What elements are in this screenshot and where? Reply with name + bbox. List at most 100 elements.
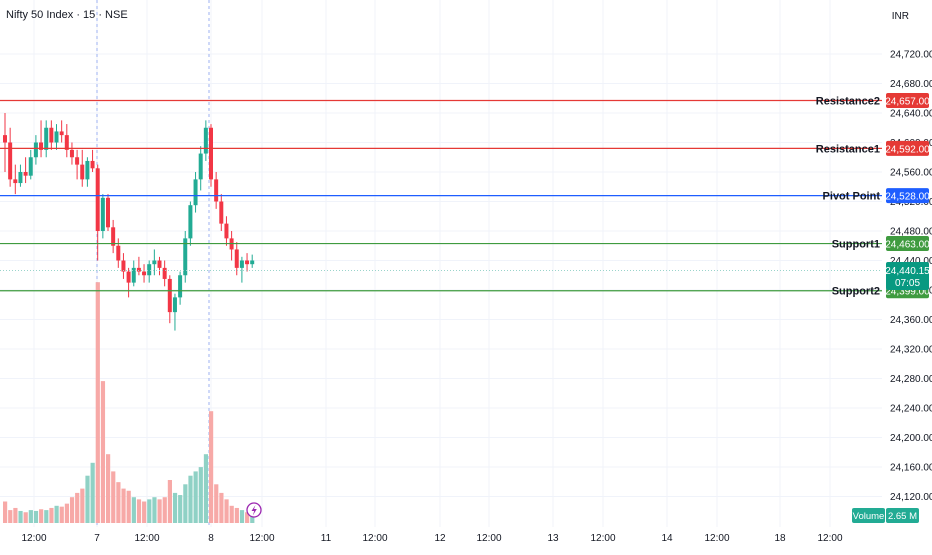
level-name-label: Support2 [832, 286, 880, 298]
volume-bar [126, 490, 131, 523]
candle [239, 260, 244, 268]
volume-bar [183, 484, 188, 523]
volume-bar [250, 514, 255, 523]
price-tick-label: 24,640.00 [890, 109, 932, 120]
candle [90, 160, 95, 169]
time-tick-label: 13 [547, 533, 559, 544]
candle [121, 260, 126, 272]
candle [209, 127, 213, 180]
price-tick-label: 24,360.00 [890, 315, 932, 326]
volume-bar [121, 488, 126, 523]
level-price-badge [886, 236, 929, 252]
candle [13, 179, 18, 184]
volume-bar [54, 505, 59, 523]
volume-bar [59, 506, 64, 523]
time-tick-label: 18 [774, 533, 786, 544]
currency-label[interactable]: INR [891, 11, 909, 22]
price-tick-label: 24,240.00 [890, 404, 932, 415]
price-tick-label: 24,680.00 [890, 79, 932, 90]
volume-bar [13, 507, 18, 523]
volume-bar [142, 501, 147, 523]
level-price-label: 24,528.00 [885, 192, 930, 203]
candle [162, 267, 167, 279]
volume-bar [162, 497, 167, 523]
time-tick-label: 12:00 [476, 533, 501, 544]
volume-bar [44, 510, 49, 523]
candle [219, 201, 224, 224]
candle [245, 260, 250, 265]
level-name-label: Resistance1 [816, 143, 880, 155]
volume-bar [106, 454, 111, 523]
price-tick-label: 24,200.00 [890, 433, 932, 444]
volume-bar [116, 482, 121, 523]
candle [178, 275, 183, 298]
candle [23, 172, 28, 176]
candle [193, 179, 198, 206]
volume-bar [157, 499, 162, 523]
price-tick-label: 24,440.00 [890, 256, 932, 267]
candle [8, 142, 13, 180]
level-price-badge [886, 92, 929, 108]
level-price-label: 24,463.00 [885, 240, 930, 251]
candle [75, 157, 80, 165]
volume-bar [75, 492, 80, 523]
volume-bar [80, 488, 85, 523]
candle [142, 271, 147, 276]
volume-bar [245, 512, 250, 523]
volume-bar [219, 492, 224, 523]
symbol-title[interactable]: Nifty 50 Index · 15 · NSE [6, 9, 128, 21]
volume-bar [85, 475, 90, 523]
volume-bar [209, 411, 214, 523]
time-tick-label: 8 [208, 533, 214, 544]
candle [59, 131, 64, 136]
candle [54, 131, 59, 143]
time-tick-label: 12:00 [362, 533, 387, 544]
level-price-label: 24,592.00 [885, 144, 930, 155]
candle [147, 264, 152, 276]
level-price-badge [886, 140, 929, 156]
volume-bar [33, 510, 39, 523]
candle [49, 127, 54, 143]
time-tick-label: 7 [94, 533, 100, 544]
volume-bar [8, 510, 13, 523]
level-name-label: Pivot Point [823, 191, 881, 203]
volume-bar [23, 512, 28, 523]
candle [136, 267, 141, 272]
last-price-label: 24,440.15 [885, 266, 930, 277]
time-tick-label: 12:00 [249, 533, 274, 544]
candle [172, 297, 177, 313]
candle [214, 179, 219, 202]
volume-bar [188, 475, 193, 523]
time-tick-label: 14 [661, 533, 673, 544]
last-price-badge [886, 262, 929, 290]
candle [167, 278, 172, 313]
time-tick-label: 12:00 [704, 533, 729, 544]
time-tick-label: 12:00 [817, 533, 842, 544]
candle [188, 205, 193, 239]
candle [106, 197, 110, 228]
volume-bar [49, 507, 54, 523]
candle [183, 238, 188, 276]
price-tick-label: 24,720.00 [890, 50, 932, 61]
candle [224, 223, 229, 239]
candle [39, 142, 44, 150]
volume-bar [28, 510, 33, 523]
price-tick-label: 24,560.00 [890, 168, 932, 179]
volume-bar [167, 480, 172, 523]
volume-bar [111, 471, 116, 523]
time-tick-label: 12:00 [21, 533, 46, 544]
volume-bar [69, 497, 75, 523]
volume-bar [131, 497, 136, 523]
volume-bar [100, 381, 106, 523]
candle [69, 149, 74, 158]
candle [203, 127, 208, 154]
volume-value-label: 2.65 M [888, 511, 917, 522]
time-tick-label: 12:00 [590, 533, 615, 544]
volume-bar [64, 503, 69, 523]
candle [33, 142, 38, 158]
candle [85, 160, 90, 180]
candle [198, 153, 203, 180]
candle [64, 135, 69, 150]
